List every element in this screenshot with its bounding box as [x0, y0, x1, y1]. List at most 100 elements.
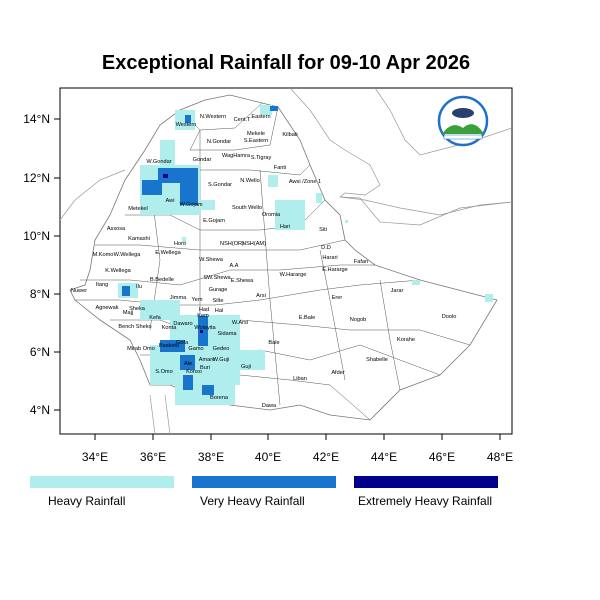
region-label: W.Wellega	[114, 252, 142, 258]
legend-swatch-extremely-heavy	[354, 476, 498, 488]
region-label: A.A	[229, 263, 238, 269]
region-label: Ale	[184, 361, 192, 367]
region-label: Gamo	[188, 346, 203, 352]
x-tick-label: 44°E	[371, 450, 397, 464]
y-tick-label: 10°N	[23, 229, 50, 243]
region-label: Fafan	[354, 259, 368, 265]
region-label: Kilbati	[282, 132, 297, 138]
region-label: S.Tigray	[251, 155, 272, 161]
region-label: B.Bedelle	[150, 277, 174, 283]
region-label: D.D	[321, 245, 331, 251]
region-label: Gedeo	[213, 346, 230, 352]
region-label: Had	[199, 307, 209, 313]
region-label: Borena	[210, 395, 229, 401]
region-label: Doolo	[442, 314, 457, 320]
region-labels: Western N.Western Cent.T Eastern Mekele …	[71, 114, 456, 409]
region-label: W.Shewa	[199, 257, 224, 263]
region-label: Nogob	[350, 317, 366, 323]
region-label: Assosa	[107, 226, 126, 232]
region-label: W.Gojam	[179, 202, 202, 208]
region-label: Cent.T	[234, 117, 251, 123]
region-label: Yem	[192, 297, 203, 303]
region-label: Nuwer	[71, 288, 87, 294]
region-label: Awsi /Zone 1	[289, 179, 321, 185]
region-label: Jimma	[170, 295, 187, 301]
region-label: E.Shewa	[231, 278, 254, 284]
region-label: Afder	[331, 370, 345, 376]
region-label: E.Gojam	[203, 218, 225, 224]
region-label: N.Wello	[240, 178, 259, 184]
region-label: E.Wellega	[155, 250, 181, 256]
region-label: SW.Shewa	[203, 275, 231, 281]
x-tick-label: 34°E	[82, 450, 108, 464]
region-label: Harari	[322, 255, 337, 261]
region-label: Bench Sheko	[118, 324, 151, 330]
x-tick-label: 38°E	[198, 450, 224, 464]
region-label: M.Komo	[93, 252, 114, 258]
region-label: Gondar	[193, 157, 212, 163]
region-label: Itang	[96, 282, 108, 288]
region-label: S.Eastern	[244, 138, 269, 144]
region-label: Buri	[200, 365, 210, 371]
region-label: Dawaro	[173, 321, 192, 327]
region-label: WagHamra	[222, 153, 251, 159]
region-label: South Wello	[232, 205, 262, 211]
region-label: Mirab Omo	[127, 346, 155, 352]
region-label: Erer	[332, 295, 343, 301]
region-label: E.Bale	[299, 315, 315, 321]
y-tick-label: 8°N	[30, 287, 50, 301]
region-label: Metekel	[128, 206, 148, 212]
map-title: Exceptional Rainfall for 09-10 Apr 2026	[101, 52, 471, 74]
region-label: W.Gondar	[146, 159, 171, 165]
x-tick-label: 42°E	[313, 450, 339, 464]
region-label: Oromia	[262, 212, 281, 218]
legend-swatch-heavy	[30, 476, 174, 488]
region-label: W.Guji	[213, 357, 229, 363]
region-label: Eastern	[251, 114, 270, 120]
region-label: Fanti	[274, 165, 286, 171]
region-label: Konta	[162, 325, 178, 331]
y-tick-label: 14°N	[23, 112, 50, 126]
region-label: NSH(AM)	[242, 241, 266, 247]
region-label: Kefa	[149, 315, 161, 321]
extremely-heavy-rainfall-areas	[163, 174, 203, 333]
x-tick-label: 48°E	[487, 450, 513, 464]
region-label: Liban	[293, 376, 307, 382]
region-label: Gurage	[209, 287, 228, 293]
region-label: Horo	[174, 241, 186, 247]
region-label: Bale	[268, 340, 279, 346]
region-label: Mekele	[247, 131, 265, 137]
y-tick-label: 4°N	[30, 403, 50, 417]
region-label: Dawa	[262, 403, 277, 409]
region-label: Shabelle	[366, 357, 388, 363]
region-label: S.Omo	[155, 369, 172, 375]
region-label: W.Hararge	[280, 272, 307, 278]
region-label: Awi	[166, 198, 175, 204]
legend-label-heavy: Heavy Rainfall	[48, 494, 126, 508]
region-label: Kem	[197, 313, 209, 319]
y-tick-label: 12°N	[23, 171, 50, 185]
region-label: Hal	[215, 308, 223, 314]
region-label: Kamashi	[128, 236, 150, 242]
region-label: N.Western	[200, 114, 226, 120]
region-label: E.Hararge	[322, 267, 348, 273]
region-label: K.Wellega	[105, 268, 131, 274]
coastlines	[59, 87, 513, 435]
legend-label-extremely-heavy: Extremely Heavy Rainfall	[358, 494, 493, 508]
region-label: Siti	[319, 227, 327, 233]
y-tick-labels: 14°N 12°N 10°N 8°N 6°N 4°N	[23, 112, 50, 417]
region-label: Agnewak	[95, 305, 118, 311]
x-tick-label: 36°E	[140, 450, 166, 464]
institute-logo	[437, 95, 489, 147]
x-tick-label: 46°E	[429, 450, 455, 464]
region-label: N.Gondar	[207, 139, 231, 145]
map-frame	[59, 87, 513, 435]
region-label: NSH(OR)	[220, 241, 244, 247]
region-label: Hari	[280, 224, 290, 230]
region-label: W.Arsi	[232, 320, 248, 326]
region-label: Korahe	[397, 337, 415, 343]
region-label: Majj	[123, 310, 133, 316]
region-label: Jarar	[391, 288, 404, 294]
axis-ticks	[54, 118, 501, 440]
